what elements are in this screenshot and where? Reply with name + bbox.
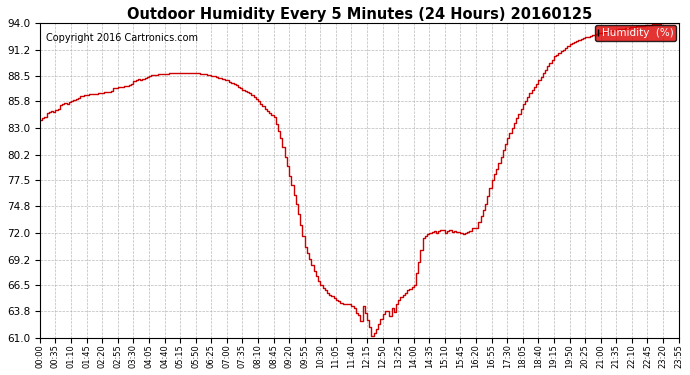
Text: Copyright 2016 Cartronics.com: Copyright 2016 Cartronics.com <box>46 33 198 42</box>
Legend: Humidity  (%): Humidity (%) <box>595 25 676 42</box>
Title: Outdoor Humidity Every 5 Minutes (24 Hours) 20160125: Outdoor Humidity Every 5 Minutes (24 Hou… <box>126 7 592 22</box>
